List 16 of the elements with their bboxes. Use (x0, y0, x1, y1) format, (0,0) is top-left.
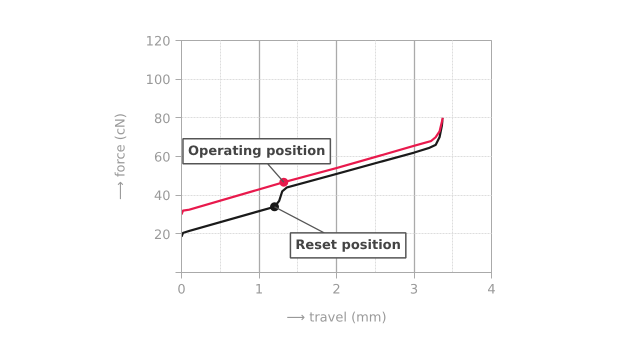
annotation: Reset position (295, 238, 401, 253)
x-tick-label: 0 (177, 282, 186, 298)
y-tick-label: 60 (154, 150, 171, 166)
x-tick-label: 1 (254, 282, 264, 298)
y-tick-label: 120 (146, 34, 171, 50)
annotation: Operating position (188, 144, 326, 159)
y-tick-label: 20 (154, 228, 171, 243)
line-series (182, 116, 444, 216)
y-tick-label: 40 (154, 189, 171, 204)
y-axis-title: ⟶ force (cN) (114, 113, 129, 200)
y-tick-label: 80 (154, 112, 171, 127)
x-axis-title: ⟶ travel (mm) (286, 310, 387, 326)
x-tick-label: 2 (332, 282, 341, 298)
x-tick-label: 3 (410, 282, 418, 298)
x-tick-label: 4 (487, 282, 496, 298)
y-tick-label: 100 (146, 73, 171, 88)
